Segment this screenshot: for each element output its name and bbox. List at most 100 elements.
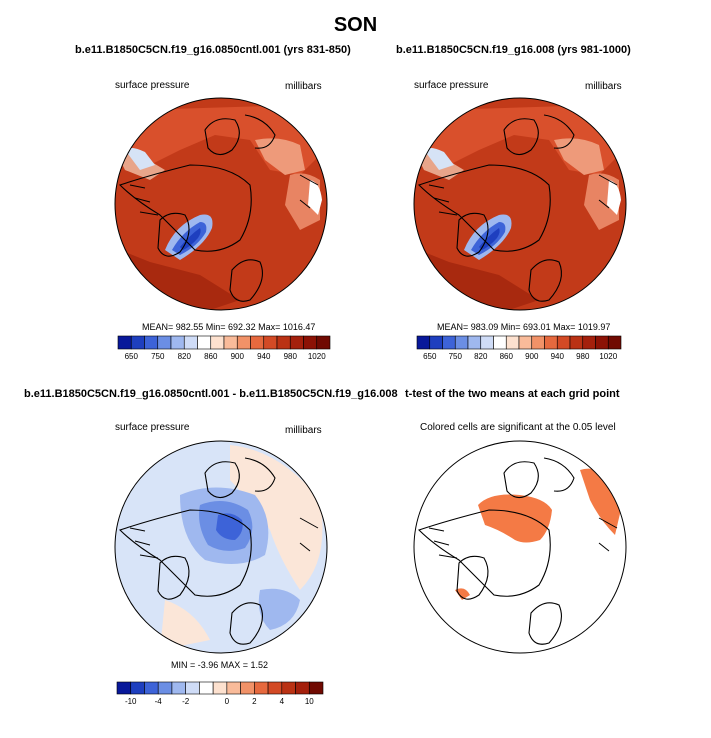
- panel3-colorbar-tick-label: 0: [224, 697, 230, 706]
- panel1-colorbar-tick-label: 820: [177, 352, 191, 361]
- panel3-colorbar-tick-label: 2: [252, 697, 257, 706]
- panel3-colorbar-swatch: [212, 681, 228, 695]
- panel3-colorbar-swatch: [116, 681, 132, 695]
- panel2-coastline-arctic: [417, 164, 551, 252]
- panel1-field-light-patch-west: [125, 147, 155, 170]
- panel4-coastline-arctic: [417, 509, 551, 597]
- panel2-map: [414, 98, 626, 310]
- panel2-variable-label: surface pressure: [414, 80, 489, 91]
- panel1-colorbar-swatch: [144, 335, 159, 350]
- panel1-coastline-siberia: [204, 118, 240, 156]
- panel1-coastline-islands: [129, 174, 319, 216]
- panel4-significance-note: Colored cells are significant at the 0.0…: [420, 422, 616, 433]
- panel2-colorbar-swatch: [595, 335, 609, 350]
- panel1-colorbar-swatch: [130, 335, 145, 350]
- panel3-colorbar-tick-label: -10: [124, 697, 137, 706]
- panel3-colorbar-swatch: [295, 681, 310, 695]
- panel2-colorbar-swatch: [518, 335, 533, 350]
- panel3-coastline-greenland: [157, 555, 190, 600]
- panel1-colorbar-tick-label: 750: [151, 352, 165, 361]
- panel2-coastline-scandinavia: [528, 259, 562, 302]
- panel3-colorbar-swatch: [254, 681, 269, 695]
- panel3-map-border: [114, 440, 328, 654]
- panel3-variable-label: surface pressure: [115, 422, 190, 433]
- panel3-colorbar-swatch: [171, 681, 186, 695]
- panel1-map-border: [114, 97, 328, 311]
- panel2-colorbar-swatch: [416, 335, 431, 350]
- panel3-colorbar-swatch: [240, 681, 255, 695]
- panel3-title: b.e11.B1850C5CN.f19_g16.0850cntl.001 - b…: [24, 388, 398, 400]
- panel1-coastline-greenland: [157, 212, 190, 257]
- panel4-significant-region-south: [455, 588, 470, 600]
- panel3-coastline-siberia: [204, 461, 240, 499]
- panel3-colorbar-tick-label: -2: [182, 697, 190, 706]
- panel3-colorbar-swatch: [144, 681, 159, 695]
- panel2-colorbar-tick-label: 940: [550, 352, 564, 361]
- panel3-stats: MIN = -3.96 MAX = 1.52: [171, 660, 269, 670]
- panel3-coastline-islands: [129, 517, 319, 559]
- panel3-colorbar-swatch: [281, 681, 296, 695]
- panel3-units-label: millibars: [285, 425, 322, 436]
- panel1-colorbar-tick-label: 1020: [307, 352, 326, 361]
- panel1-colorbar-tick-label: 650: [124, 352, 138, 361]
- panel4-map: [414, 441, 626, 653]
- panel1-title: b.e11.B1850C5CN.f19_g16.0850cntl.001 (yr…: [75, 44, 351, 56]
- panel2-colorbar-swatch: [505, 335, 520, 350]
- panel4-coastline-scandinavia: [528, 602, 562, 645]
- panel1-colorbar-tick-label: 940: [257, 352, 271, 361]
- panel2-field-white-patch-east: [607, 180, 621, 215]
- panel2-colorbar-swatch: [607, 335, 622, 350]
- panel1-colorbar-swatch: [210, 335, 225, 350]
- panel2-colorbar-swatch: [429, 335, 443, 350]
- panel3-colorbar-tick-label: -4: [154, 697, 162, 706]
- panel2-colorbar-swatch: [556, 335, 571, 350]
- panel3-colorbar-swatch: [267, 681, 283, 695]
- panel3-colorbar-tick-label: 4: [279, 697, 285, 706]
- panel3-field-positive-south: [160, 600, 210, 650]
- panel2-colorbar-tick-label: 860: [499, 352, 513, 361]
- panel2-map-border: [413, 97, 627, 311]
- panel2-coastline-northeast: [543, 114, 575, 149]
- panel2-colorbar-tick-label: 650: [423, 352, 437, 361]
- figure-title: SON: [333, 14, 378, 36]
- panel2-colorbar-tick-label: 820: [474, 352, 488, 361]
- panel3-coastline-northeast: [244, 457, 276, 492]
- panel1-colorbar-swatch: [263, 335, 278, 350]
- panel1-colorbar-swatch: [117, 335, 132, 350]
- panel4-field-background: [414, 441, 626, 653]
- panel2-field-light-patch-west: [424, 147, 454, 170]
- panel3-colorbar-swatch: [130, 681, 145, 695]
- panel2-colorbar-tick-label: 750: [448, 352, 462, 361]
- panel2-colorbar-swatch: [493, 335, 507, 350]
- panel2-colorbar-swatch: [454, 335, 469, 350]
- panel3-colorbar-swatch: [199, 681, 214, 695]
- panel1-stats: MEAN= 982.55 Min= 692.32 Max= 1016.47: [142, 322, 316, 332]
- panel1-coastline-northeast: [244, 114, 276, 149]
- panel2-coastline-islands: [428, 174, 618, 216]
- panel2-coastline-greenland: [456, 212, 489, 257]
- panel1-colorbar-swatch: [223, 335, 238, 350]
- panel3-field-positive-east: [230, 445, 323, 590]
- panel2-colorbar-swatch: [442, 335, 456, 350]
- panel1-field-pale-patch-northeast: [255, 138, 305, 175]
- panel2-coastline-siberia: [503, 118, 539, 156]
- panel1-coastline-scandinavia: [229, 259, 263, 302]
- panel4-coastline-greenland: [456, 555, 489, 600]
- panel3-colorbar-tick-label: 10: [304, 697, 314, 706]
- panel1-units-label: millibars: [285, 81, 322, 92]
- panel2-colorbar-swatch: [582, 335, 596, 350]
- panel2-colorbar-swatch: [480, 335, 494, 350]
- panel2-stats: MEAN= 983.09 Min= 693.01 Max= 1019.97: [437, 322, 611, 332]
- panel1-colorbar-swatch: [303, 335, 318, 350]
- panel3-field-negative-southeast: [258, 588, 300, 630]
- panel1-colorbar-swatch: [197, 335, 212, 350]
- panel4-coastline-northeast: [543, 457, 575, 492]
- panel3-colorbar-swatch: [226, 681, 241, 695]
- panel3-colorbar-swatch: [185, 681, 200, 695]
- panel1-colorbar-swatch: [183, 335, 198, 350]
- panel2-colorbar-tick-label: 1020: [599, 352, 618, 361]
- panel2-colorbar-swatch: [569, 335, 584, 350]
- panel2-colorbar-tick-label: 900: [525, 352, 539, 361]
- panel1-colorbar-swatch: [250, 335, 265, 350]
